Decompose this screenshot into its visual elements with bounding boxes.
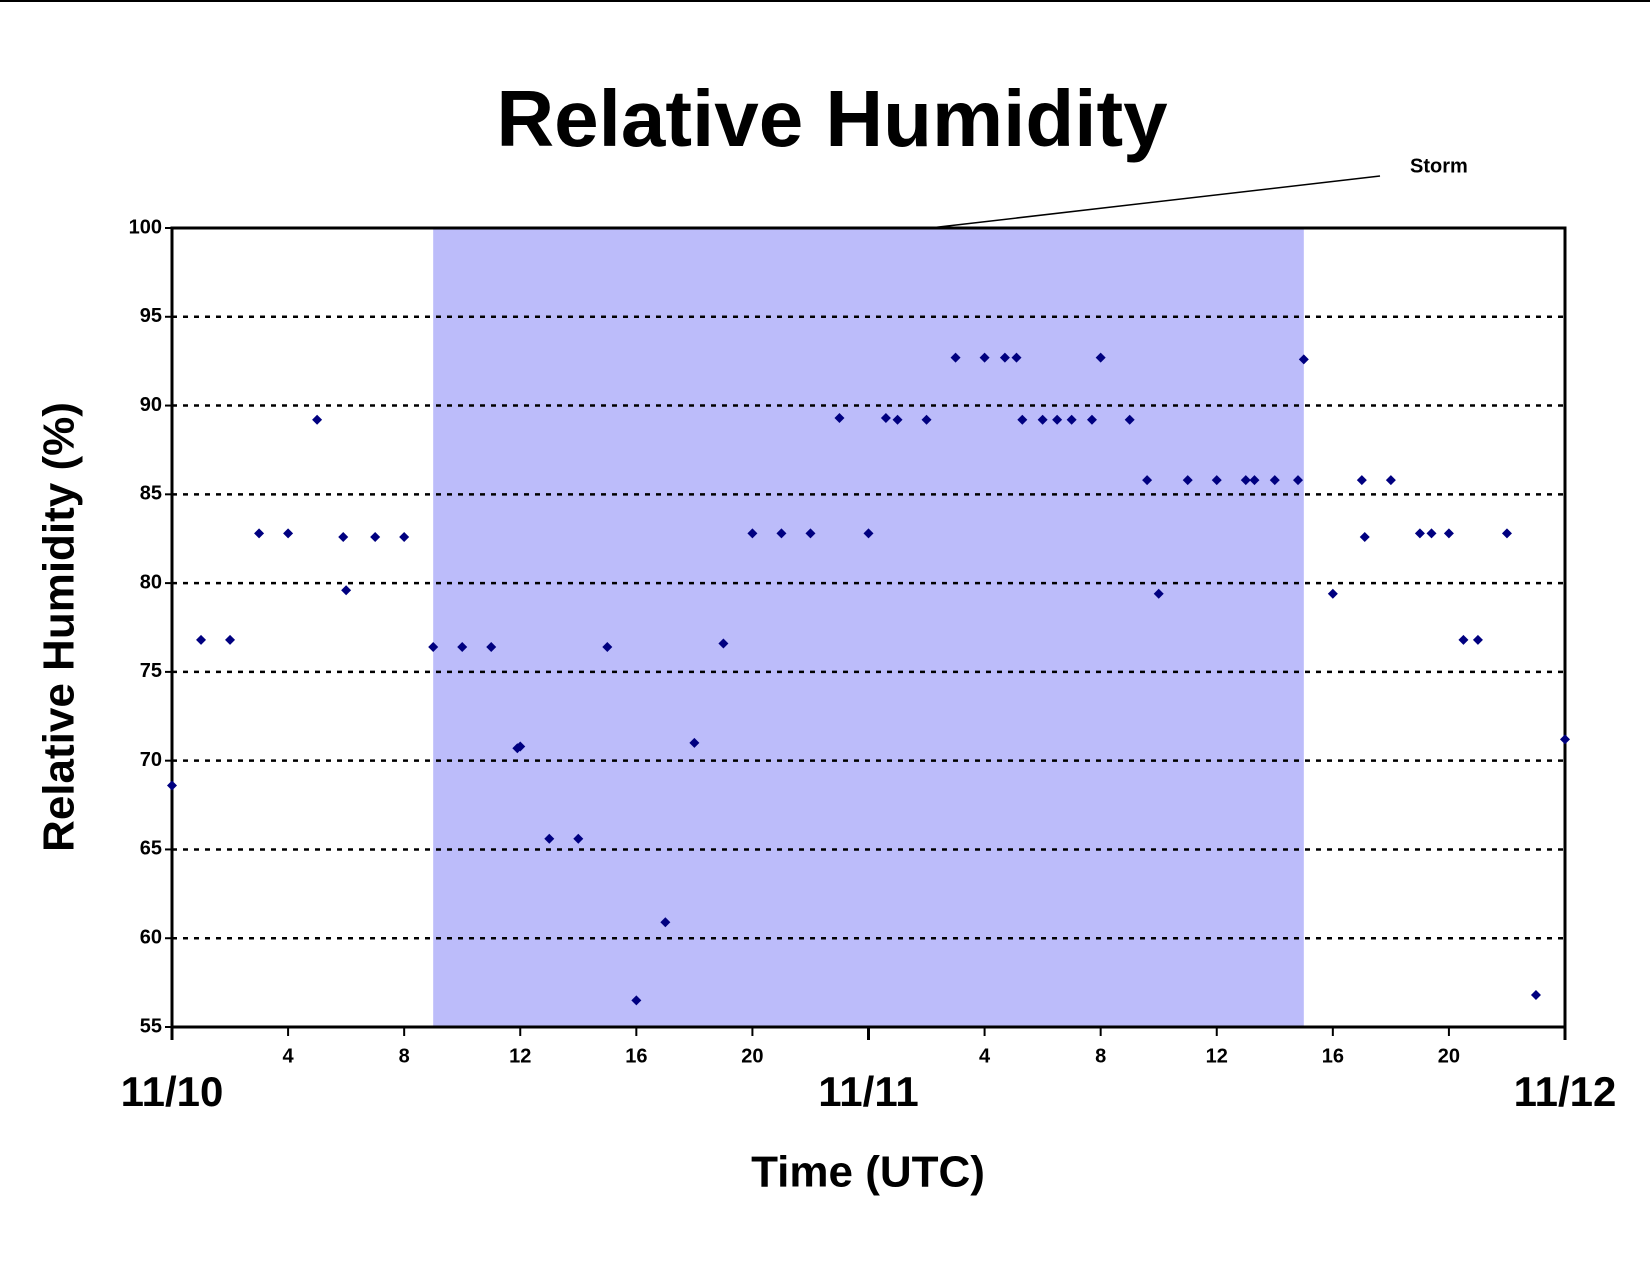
data-point xyxy=(689,737,700,748)
data-point xyxy=(1414,528,1425,539)
data-point xyxy=(1066,414,1077,425)
x-tick-label: 4 xyxy=(979,1045,991,1067)
y-tick-label: 100 xyxy=(129,216,162,238)
data-point xyxy=(1011,352,1022,363)
y-tick-label: 60 xyxy=(140,927,162,949)
data-point xyxy=(1385,475,1396,486)
data-point xyxy=(1017,414,1028,425)
data-point xyxy=(1359,531,1370,542)
y-tick-label: 70 xyxy=(140,749,162,771)
data-point xyxy=(341,585,352,596)
data-point xyxy=(718,638,729,649)
x-tick-label: 20 xyxy=(1438,1045,1460,1067)
storm-label: Storm xyxy=(1410,155,1468,177)
data-point xyxy=(1240,475,1251,486)
x-axis-label: Time (UTC) xyxy=(751,1148,985,1197)
x-tick-label: 20 xyxy=(741,1045,763,1067)
data-point xyxy=(1356,475,1367,486)
data-point xyxy=(892,414,903,425)
data-point xyxy=(602,642,613,653)
data-point xyxy=(457,642,468,653)
data-point xyxy=(950,352,961,363)
data-point xyxy=(167,780,177,791)
data-point xyxy=(863,528,874,539)
data-point xyxy=(1142,475,1153,486)
x-tick-label: 8 xyxy=(399,1045,410,1067)
data-point xyxy=(631,995,642,1006)
data-point xyxy=(370,531,381,542)
data-point xyxy=(1426,528,1437,539)
y-tick-label: 90 xyxy=(140,394,162,416)
data-point xyxy=(544,833,555,844)
data-point xyxy=(1530,990,1541,1001)
data-point xyxy=(428,642,439,653)
storm-region xyxy=(433,228,1304,1027)
data-point xyxy=(1443,528,1454,539)
data-point xyxy=(1293,475,1304,486)
y-tick-label: 55 xyxy=(140,1015,162,1037)
data-point xyxy=(1037,414,1048,425)
data-point xyxy=(1249,475,1260,486)
x-tick-label: 12 xyxy=(1206,1045,1228,1067)
y-tick-label: 65 xyxy=(140,838,162,860)
data-point xyxy=(1472,634,1483,645)
data-point xyxy=(1269,475,1280,486)
y-tick-label: 85 xyxy=(140,483,162,505)
data-point xyxy=(1182,475,1193,486)
x-tick-label: 12 xyxy=(509,1045,531,1067)
x-tick-label: 16 xyxy=(1322,1045,1344,1067)
data-point xyxy=(515,741,526,752)
data-point xyxy=(834,412,845,423)
data-point xyxy=(312,414,323,425)
data-point xyxy=(660,917,671,928)
data-point xyxy=(999,352,1010,363)
data-point xyxy=(1298,354,1309,365)
plot-frame xyxy=(170,226,1567,1029)
data-point xyxy=(196,634,207,645)
data-point xyxy=(921,414,932,425)
data-point xyxy=(1560,734,1570,745)
data-point xyxy=(283,528,294,539)
data-point xyxy=(979,352,990,363)
day-label: 11/10 xyxy=(121,1068,224,1115)
data-point xyxy=(399,531,410,542)
data-point xyxy=(880,412,891,423)
day-label: 11/12 xyxy=(1514,1068,1617,1115)
y-tick-label: 80 xyxy=(140,571,162,593)
data-point xyxy=(338,531,349,542)
data-point xyxy=(573,833,584,844)
x-tick-label: 8 xyxy=(1095,1045,1106,1067)
data-point xyxy=(776,528,787,539)
data-point xyxy=(1095,352,1106,363)
x-tick-label: 16 xyxy=(625,1045,647,1067)
data-point xyxy=(1327,588,1338,599)
data-point xyxy=(486,642,497,653)
data-point xyxy=(1458,634,1469,645)
data-point xyxy=(1501,528,1512,539)
data-point xyxy=(1052,414,1063,425)
data-point xyxy=(1086,414,1097,425)
data-point xyxy=(1124,414,1135,425)
data-point xyxy=(225,634,236,645)
y-axis-label: Relative Humidity (%) xyxy=(35,402,84,852)
storm-leader xyxy=(929,175,1381,229)
data-point xyxy=(805,528,816,539)
data-point xyxy=(1153,588,1164,599)
chart-title: Relative Humidity xyxy=(496,74,1168,163)
y-tick-label: 75 xyxy=(140,660,162,682)
day-label: 11/11 xyxy=(818,1068,918,1115)
data-point xyxy=(254,528,265,539)
data-point xyxy=(1211,475,1222,486)
data-point xyxy=(747,528,758,539)
y-tick-label: 95 xyxy=(140,305,162,327)
x-tick-label: 4 xyxy=(283,1045,295,1067)
